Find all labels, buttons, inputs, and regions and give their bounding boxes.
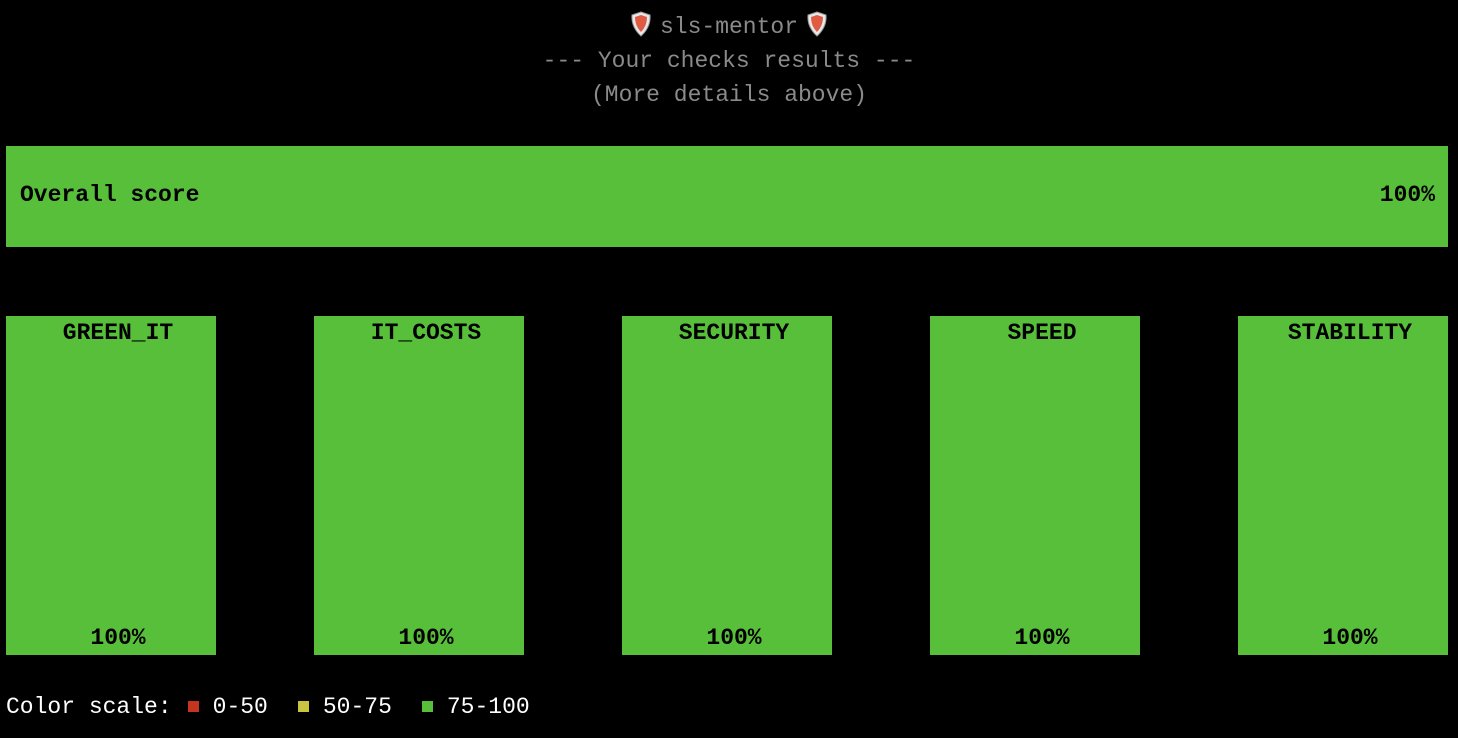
category-box: STABILITY 100% — [1238, 316, 1448, 655]
category-name: SPEED — [1007, 320, 1077, 346]
category-score: 100% — [706, 625, 762, 651]
category-name: IT_COSTS — [370, 320, 482, 346]
overall-bar: Overall score 100% — [6, 146, 1448, 247]
category-box: SPEED 100% — [930, 316, 1140, 655]
subtitle: --- Your checks results --- — [542, 48, 916, 74]
category-score: 100% — [1322, 625, 1378, 651]
color-scale-item: 0-50 — [212, 694, 268, 720]
color-swatch — [421, 701, 433, 712]
overall-score: 100% — [1379, 182, 1435, 208]
category-name: GREEN_IT — [62, 320, 174, 346]
overall-label: Overall score — [20, 182, 200, 208]
category-name: SECURITY — [678, 320, 790, 346]
color-scale-item: 50-75 — [322, 694, 392, 720]
category-score: 100% — [398, 625, 454, 651]
category-box: IT_COSTS 100% — [314, 316, 524, 655]
color-scale: Color scale: 0-50 50-75 75-100 — [6, 690, 530, 724]
color-swatch — [297, 701, 309, 712]
color-swatch — [187, 701, 199, 712]
title-line: sls-mentor — [0, 10, 1458, 44]
shield-icon — [807, 11, 827, 37]
category-score: 100% — [90, 625, 146, 651]
category-box: SECURITY 100% — [622, 316, 832, 655]
title: sls-mentor — [659, 14, 799, 40]
color-scale-item: 75-100 — [446, 694, 530, 720]
shield-icon — [631, 11, 651, 37]
category-score: 100% — [1014, 625, 1070, 651]
category-box: GREEN_IT 100% — [6, 316, 216, 655]
category-name: STABILITY — [1287, 320, 1413, 346]
color-scale-label: Color scale: — [6, 694, 172, 720]
note: (More details above) — [590, 82, 868, 108]
